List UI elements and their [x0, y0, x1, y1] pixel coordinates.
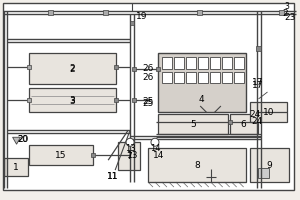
Text: 23: 23 [284, 13, 296, 22]
Text: 20: 20 [18, 135, 28, 144]
Text: 2: 2 [282, 9, 288, 18]
Text: 4: 4 [199, 95, 205, 104]
Text: 15: 15 [55, 151, 67, 160]
Bar [148, 148, 246, 182]
Bar [162, 57, 172, 69]
Bar [48, 10, 53, 15]
Text: 9: 9 [267, 161, 272, 170]
Bar [26, 65, 31, 69]
Bar [114, 98, 118, 102]
Text: 11: 11 [107, 172, 119, 181]
Text: 2: 2 [70, 64, 75, 73]
Bar [28, 88, 116, 112]
Bar [132, 98, 136, 102]
Text: 17: 17 [252, 78, 263, 87]
Bar [174, 57, 184, 69]
Bar [210, 57, 220, 69]
Bar [158, 114, 228, 134]
Bar [158, 53, 246, 112]
Text: 5: 5 [190, 120, 196, 129]
Bar [91, 153, 95, 157]
Polygon shape [13, 137, 20, 144]
Text: 20: 20 [18, 135, 29, 144]
Bar [162, 72, 172, 83]
Bar [132, 67, 136, 71]
Bar [234, 72, 244, 83]
Text: 25: 25 [142, 97, 153, 106]
Text: 17: 17 [252, 81, 263, 90]
Text: 1: 1 [13, 163, 18, 172]
Bar [4, 158, 28, 176]
Text: 3: 3 [70, 96, 75, 105]
Bar [198, 57, 208, 69]
Text: 14: 14 [150, 144, 160, 153]
Bar [156, 67, 160, 71]
Bar [256, 46, 261, 51]
Bar [114, 65, 118, 69]
Bar [250, 148, 290, 182]
Text: 19: 19 [136, 12, 148, 21]
Bar [222, 72, 232, 83]
Text: 2: 2 [70, 65, 75, 74]
Bar [28, 53, 116, 84]
Text: 11: 11 [107, 172, 119, 181]
Bar [198, 72, 208, 83]
Text: 8: 8 [194, 161, 200, 170]
Bar [230, 114, 257, 134]
Circle shape [126, 138, 134, 146]
Bar [228, 120, 232, 124]
Bar [210, 72, 220, 83]
Text: 3: 3 [284, 2, 289, 11]
Bar [130, 21, 134, 25]
Text: 6: 6 [241, 120, 247, 129]
Bar [103, 10, 108, 15]
Bar [26, 98, 31, 102]
Bar [28, 145, 93, 165]
Bar [197, 10, 202, 15]
Bar [279, 10, 284, 15]
Bar [118, 142, 140, 170]
Text: 13: 13 [127, 151, 139, 160]
Bar [257, 168, 269, 178]
Text: 25: 25 [142, 99, 153, 108]
Text: 13: 13 [125, 144, 135, 153]
Text: 3: 3 [70, 97, 75, 106]
Bar [234, 57, 244, 69]
Text: 14: 14 [153, 151, 164, 160]
Bar [250, 102, 287, 122]
Text: 7: 7 [126, 152, 132, 161]
Text: 26: 26 [142, 64, 153, 73]
Bar [222, 57, 232, 69]
Text: 26: 26 [142, 73, 153, 82]
Text: 10: 10 [263, 108, 274, 117]
Circle shape [151, 138, 159, 146]
Bar [186, 57, 196, 69]
Text: 24: 24 [250, 110, 261, 119]
Text: 24: 24 [252, 117, 263, 126]
Bar [186, 72, 196, 83]
Bar [174, 72, 184, 83]
